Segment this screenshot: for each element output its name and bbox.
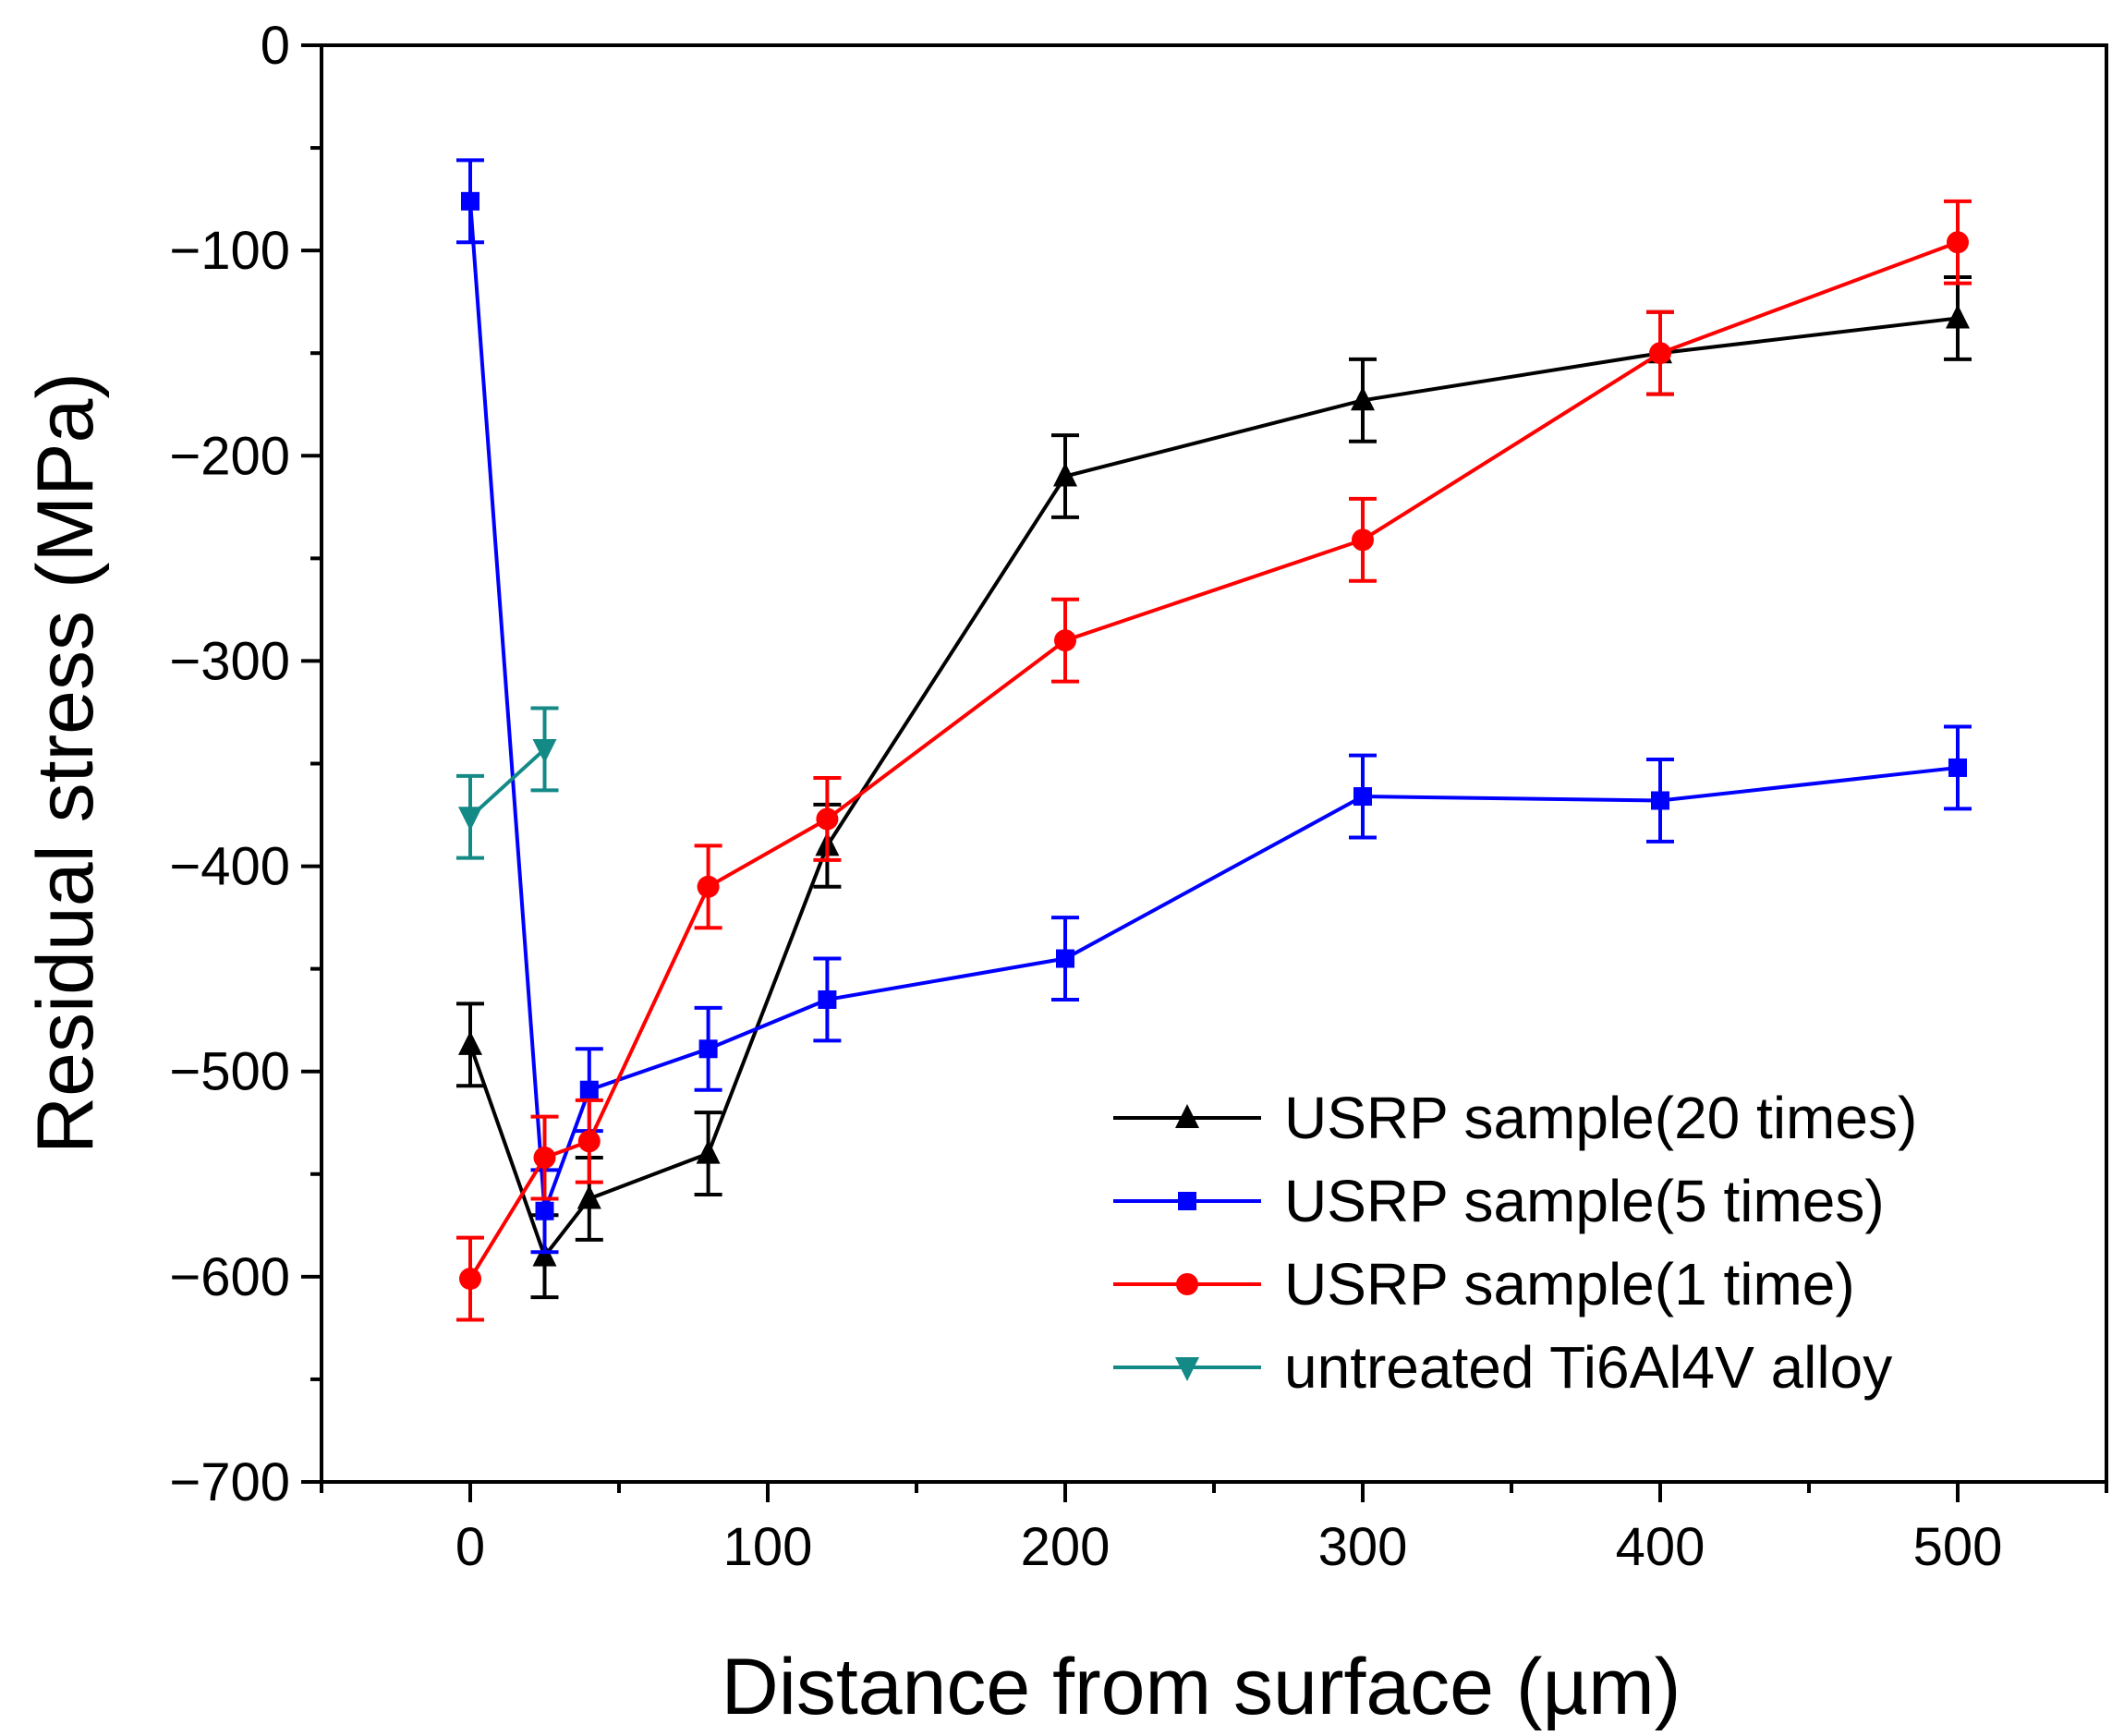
data-point — [532, 1242, 557, 1267]
x-axis-tick-labels: 0 100 200 300 400 500 — [455, 1517, 2003, 1577]
series-3 — [456, 199, 1972, 1322]
legend-label: untreated Ti6Al4V alloy — [1284, 1334, 1892, 1401]
y-axis-tick-labels: 0 −100 −200 −300 −400 −500 −600 −700 — [169, 16, 290, 1512]
x-axis-ticks — [320, 1482, 2108, 1502]
data-point — [816, 807, 839, 831]
plot-area — [456, 158, 1972, 1322]
data-point — [1649, 342, 1671, 365]
y-tick-label: −600 — [169, 1247, 290, 1307]
data-point — [698, 1039, 718, 1059]
legend: USRP sample(20 times) USRP sample(5 times… — [1113, 1085, 1917, 1401]
x-tick-label: 400 — [1616, 1517, 1705, 1577]
legend-marker — [1175, 1104, 1199, 1128]
data-point — [579, 1080, 599, 1099]
x-tick-label: 0 — [455, 1517, 485, 1577]
data-point — [1053, 462, 1077, 487]
x-tick-label: 300 — [1318, 1517, 1408, 1577]
data-point — [1651, 791, 1669, 810]
y-tick-label: −500 — [169, 1042, 290, 1102]
data-point — [459, 1268, 481, 1291]
legend-item: USRP sample(20 times) — [1113, 1085, 1917, 1151]
data-point — [461, 191, 479, 211]
y-tick-label: −700 — [169, 1452, 290, 1512]
data-point — [577, 1130, 601, 1153]
x-tick-label: 200 — [1021, 1517, 1111, 1577]
data-point — [1948, 758, 1967, 777]
data-point — [1946, 304, 1970, 329]
data-point — [1054, 629, 1076, 652]
series-line — [468, 200, 1959, 1212]
legend-label: USRP sample(20 times) — [1284, 1085, 1917, 1151]
data-point — [1351, 386, 1375, 411]
data-point — [458, 1030, 482, 1055]
data-point — [1947, 231, 1969, 254]
y-tick-label: −400 — [169, 837, 290, 897]
data-point — [577, 1184, 601, 1209]
data-point — [697, 875, 720, 898]
legend-label: USRP sample(5 times) — [1284, 1168, 1885, 1234]
axes: 0 100 200 300 400 500 0 −100 −200 −300 −400 −500 −6… — [169, 16, 2108, 1577]
data-point — [696, 1139, 721, 1164]
legend-item: USRP sample(1 time) — [1113, 1251, 1855, 1317]
data-point — [1353, 787, 1372, 807]
legend-label: USRP sample(1 time) — [1284, 1251, 1855, 1317]
data-point — [532, 738, 557, 763]
legend-item: untreated Ti6Al4V alloy — [1113, 1334, 1892, 1401]
legend-item: USRP sample(5 times) — [1113, 1168, 1885, 1234]
legend-marker — [1178, 1192, 1196, 1210]
data-point — [1056, 949, 1074, 968]
series-2 — [456, 158, 1972, 1255]
y-axis-title: Residual stress (MPa) — [21, 372, 110, 1154]
y-tick-label: −300 — [169, 631, 290, 691]
y-tick-label: −200 — [169, 426, 290, 486]
x-tick-label: 500 — [1913, 1517, 2003, 1577]
y-tick-label: 0 — [261, 16, 290, 76]
series-4 — [456, 706, 559, 860]
y-tick-label: −100 — [169, 221, 290, 281]
data-point — [818, 989, 837, 1009]
data-point — [535, 1201, 554, 1220]
x-tick-label: 100 — [723, 1517, 813, 1577]
legend-marker — [1175, 1357, 1199, 1381]
data-point — [533, 1147, 556, 1170]
data-point — [458, 807, 482, 832]
legend-marker — [1176, 1273, 1198, 1295]
data-point — [1352, 528, 1374, 552]
x-axis-title: Distance from surface (µm) — [722, 1643, 1681, 1731]
series-line — [468, 747, 546, 819]
y-axis-ticks — [301, 43, 322, 1484]
